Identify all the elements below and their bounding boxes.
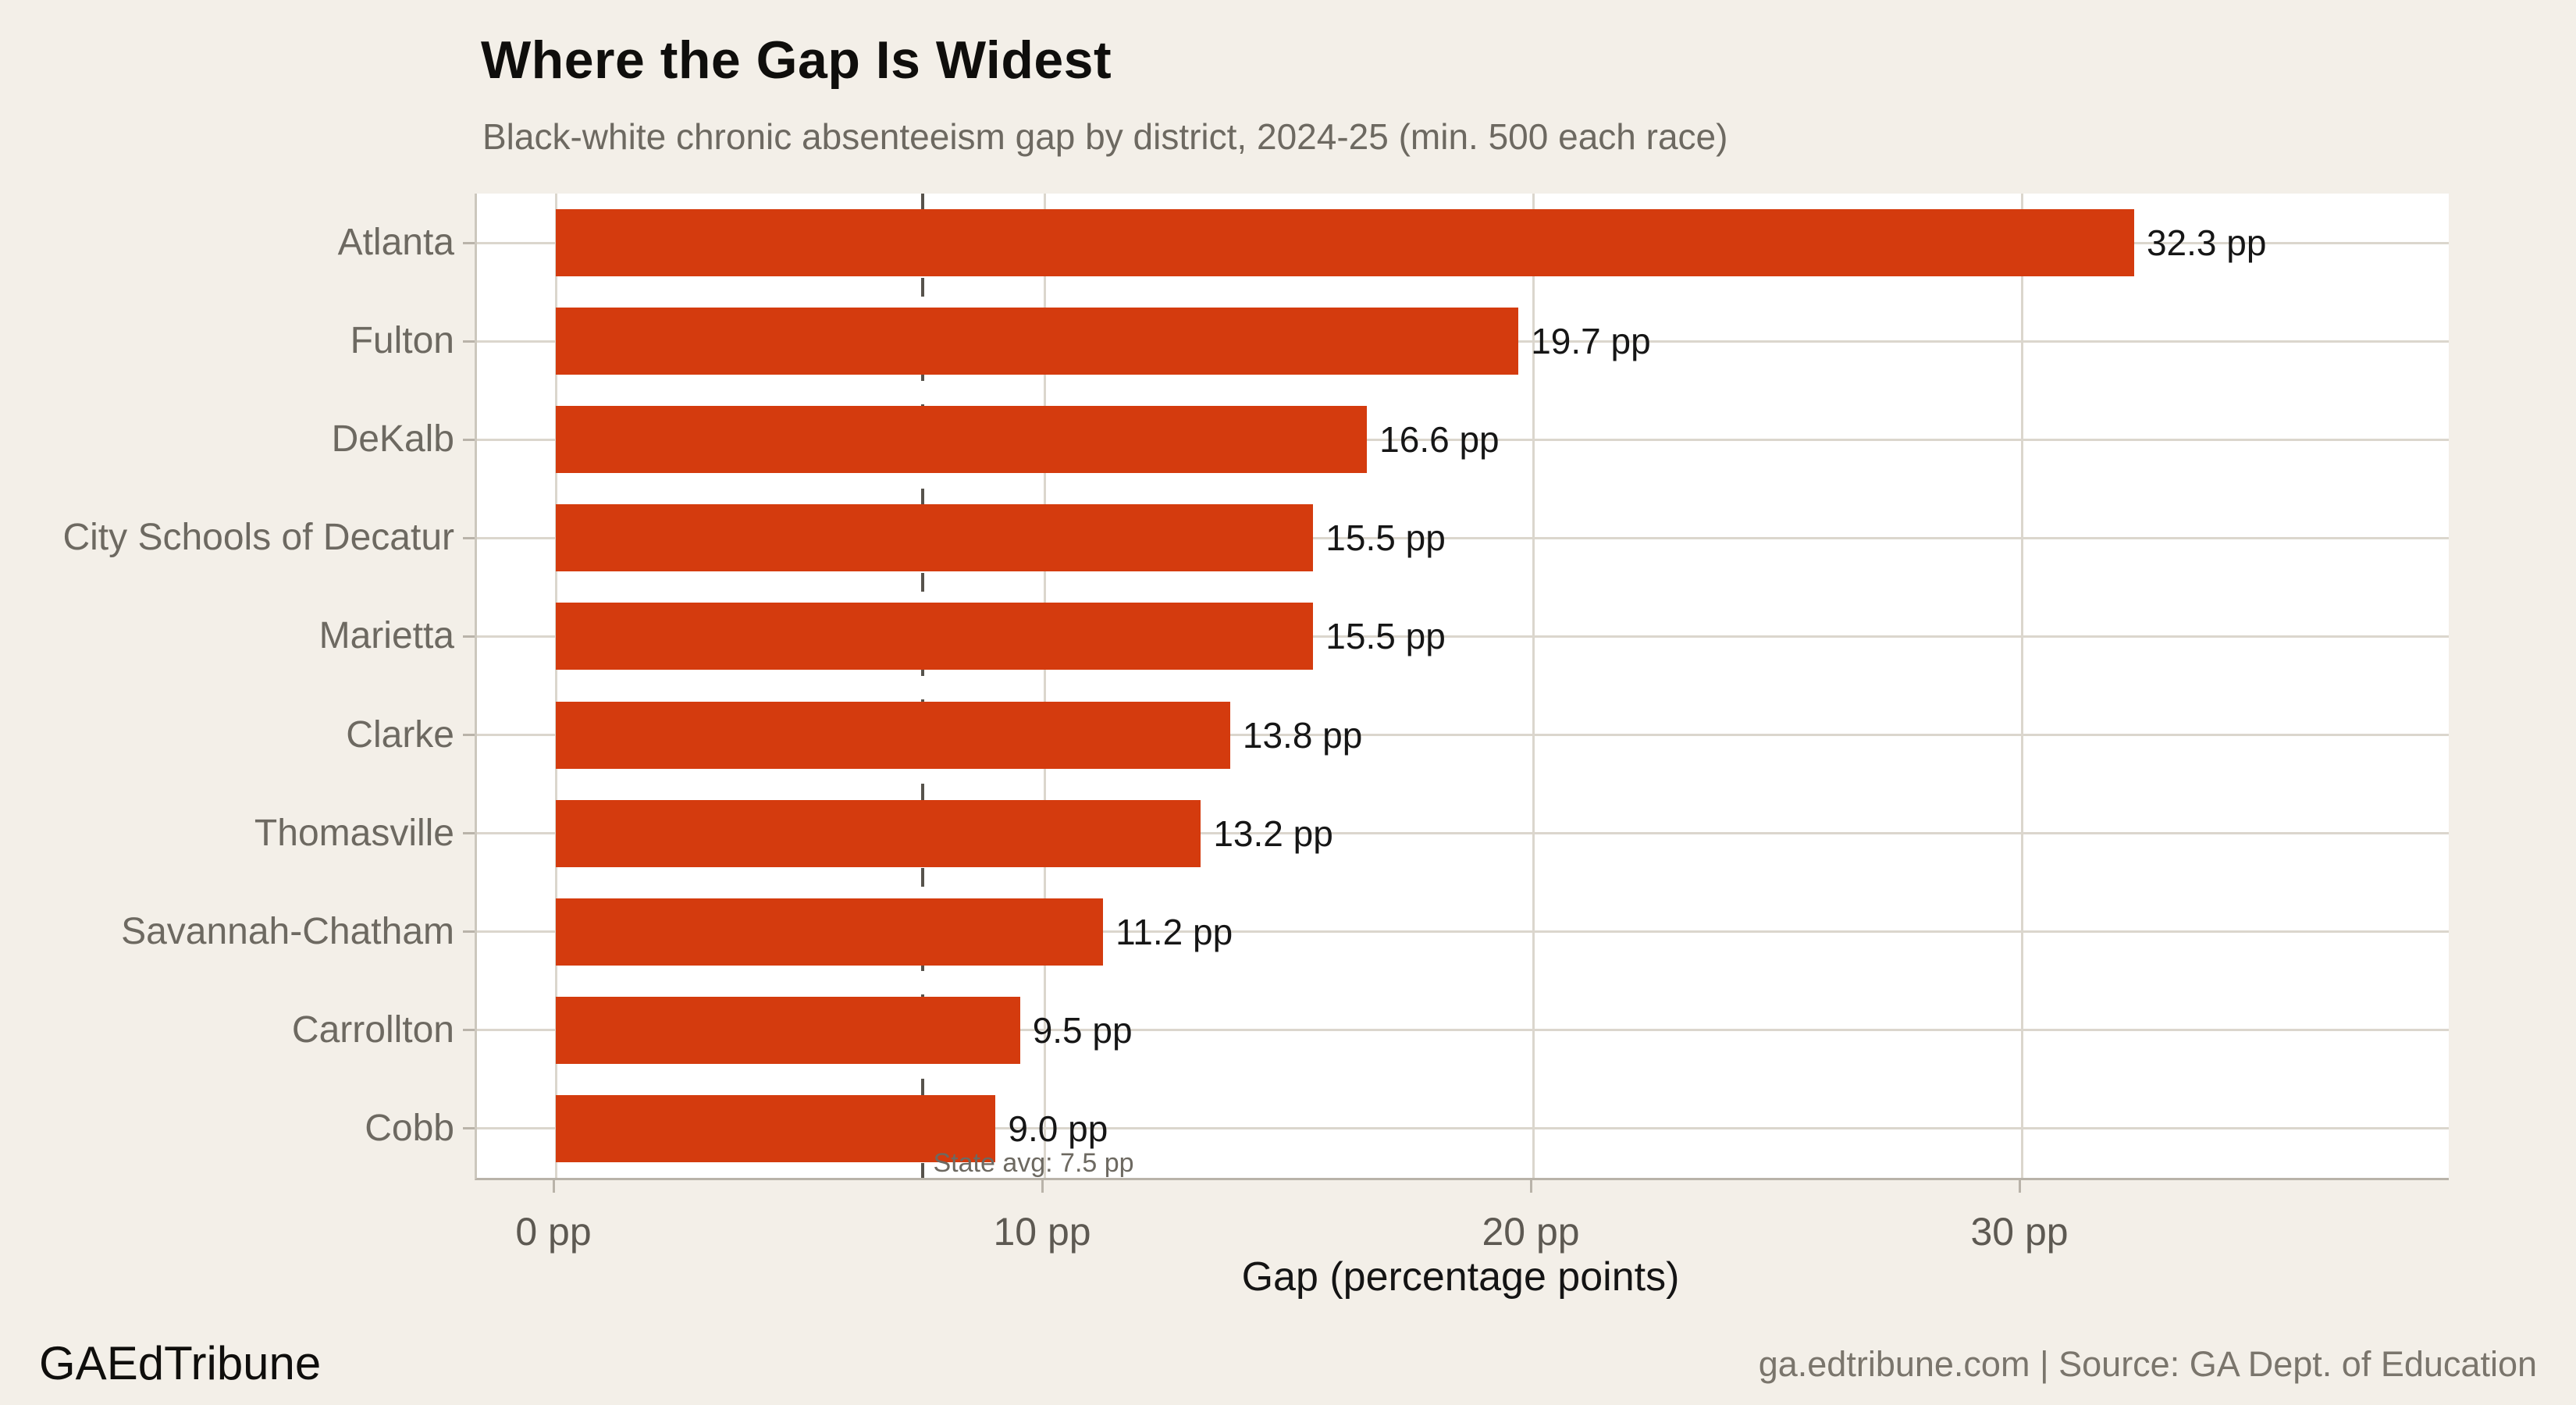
y-axis-tick <box>463 930 475 934</box>
x-axis-tick-label: 30 pp <box>1970 1210 2069 1254</box>
bar-value-label: 13.8 pp <box>1242 714 1363 756</box>
y-axis-tick <box>463 832 475 835</box>
state-average-label: State avg: 7.5 pp <box>933 1148 1134 1178</box>
y-axis-category-label: Clarke <box>346 713 454 756</box>
bar <box>556 209 2134 277</box>
y-axis-tick <box>463 536 475 539</box>
bar <box>556 504 1314 572</box>
y-gridline <box>477 930 2449 934</box>
bar <box>556 406 1368 474</box>
chart-subtitle: Black-white chronic absenteeism gap by d… <box>482 116 1728 157</box>
bar-value-label: 19.7 pp <box>1531 321 1651 362</box>
y-axis-tick <box>463 635 475 638</box>
bar-value-label: 11.2 pp <box>1115 911 1233 952</box>
x-gridline <box>1043 194 1046 1178</box>
y-axis-category-label: Thomasville <box>254 812 454 854</box>
y-gridline <box>477 536 2449 539</box>
y-gridline <box>477 438 2449 441</box>
y-axis-tick <box>463 1127 475 1130</box>
y-axis-category-label: City Schools of Decatur <box>62 517 454 559</box>
x-gridline <box>554 194 557 1178</box>
bar <box>556 1094 996 1162</box>
x-axis-tick <box>1529 1180 1532 1193</box>
y-gridline <box>477 832 2449 835</box>
y-axis-category-label: Savannah-Chatham <box>121 910 454 952</box>
y-axis-category-label: Atlanta <box>337 222 454 264</box>
chart-title: Where the Gap Is Widest <box>481 30 1112 90</box>
y-axis-tick <box>463 241 475 244</box>
x-axis-tick <box>552 1180 555 1193</box>
y-gridline <box>477 734 2449 737</box>
bar <box>556 701 1230 769</box>
bar-value-label: 9.0 pp <box>1008 1108 1108 1149</box>
y-axis-category-label: Marietta <box>318 615 454 657</box>
x-gridline <box>2020 194 2023 1178</box>
x-axis-tick-label: 20 pp <box>1482 1210 1580 1254</box>
state-average-reference-line <box>920 194 924 1178</box>
bar-value-label: 15.5 pp <box>1325 518 1446 559</box>
y-axis-tick <box>463 340 475 343</box>
bar <box>556 799 1201 867</box>
y-axis-category-label: DeKalb <box>331 418 454 461</box>
source-attribution: ga.edtribune.com | Source: GA Dept. of E… <box>1758 1344 2537 1384</box>
plot-panel: 32.3 pp 19.7 pp 16.6 pp 15.5 pp 15.5 pp 13.8 … <box>475 194 2449 1180</box>
x-axis-tick-label: 10 pp <box>993 1210 1091 1254</box>
bar <box>556 603 1314 670</box>
x-axis-title: Gap (percentage points) <box>1241 1254 1680 1300</box>
bar <box>556 996 1020 1064</box>
y-axis-tick <box>463 1029 475 1032</box>
y-gridline <box>477 1127 2449 1130</box>
x-axis-tick <box>1041 1180 1044 1193</box>
y-axis-category-label: Cobb <box>365 1107 454 1149</box>
x-axis-tick-label: 0 pp <box>515 1210 592 1254</box>
publisher-logo-text: GAEdTribune <box>39 1337 322 1389</box>
bar-value-label: 32.3 pp <box>2146 222 2267 264</box>
y-axis-category-label: Fulton <box>350 320 454 362</box>
x-axis-tick <box>2018 1180 2021 1193</box>
y-axis-tick <box>463 734 475 737</box>
bar-value-label: 9.5 pp <box>1032 1009 1133 1051</box>
bar-value-label: 15.5 pp <box>1325 616 1446 657</box>
y-axis-tick <box>463 438 475 441</box>
bar <box>556 898 1104 966</box>
bar-value-label: 16.6 pp <box>1379 419 1500 461</box>
x-gridline <box>1532 194 1535 1178</box>
bar-value-label: 13.2 pp <box>1213 813 1333 854</box>
bar <box>556 308 1519 375</box>
y-gridline <box>477 635 2449 638</box>
y-axis-category-label: Carrollton <box>291 1008 454 1051</box>
y-gridline <box>477 1029 2449 1032</box>
